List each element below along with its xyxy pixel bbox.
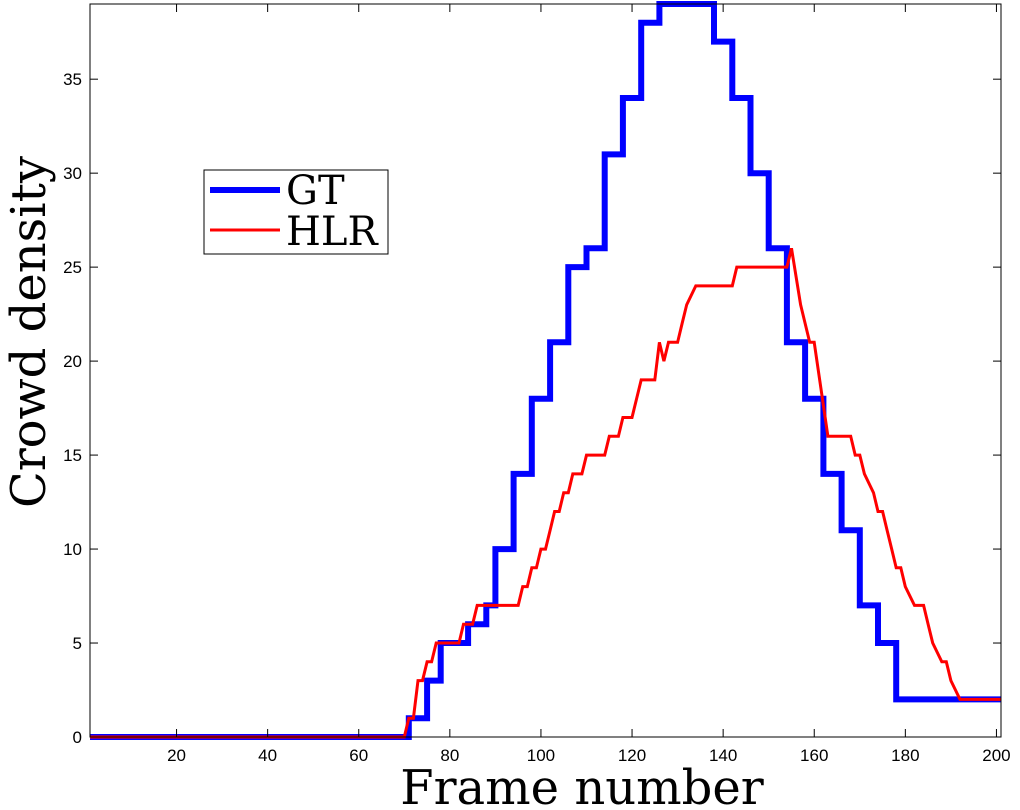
legend-box [203,169,389,255]
x-tick-label: 200 [982,746,1010,765]
x-tick-label: 80 [440,746,459,765]
y-tick-label: 30 [63,164,82,183]
y-tick-label: 25 [63,258,82,277]
y-tick-label: 15 [63,446,82,465]
y-tick-label: 20 [63,352,82,371]
y-tick-label: 0 [73,728,82,747]
y-tick-label: 10 [63,540,82,559]
series-line-hlr [90,247,1001,739]
y-tick-label: 35 [63,70,82,89]
x-tick-label: 180 [891,746,919,765]
series-line-gt [90,1,1001,740]
legend-label-hlr: HLR [286,209,379,255]
x-tick-label: 160 [800,746,828,765]
x-tick-label: 60 [349,746,368,765]
x-tick-label: 140 [709,746,737,765]
x-tick-label: 120 [618,746,646,765]
x-axis-title: Frame number [400,760,764,810]
y-tick-label: 5 [73,634,82,653]
axes-box [89,3,1002,738]
x-tick-label: 40 [258,746,277,765]
ticks [90,4,1001,738]
plot-lines [90,1,1001,740]
legend: GT HLR [203,168,389,255]
x-tick-label: 20 [167,746,186,765]
legend-label-gt: GT [286,168,345,214]
x-tick-label: 100 [527,746,555,765]
tick-labels: 20 40 60 80 100 120 140 160 180 200 0 5 10 15 20 25 30 35 [63,70,1011,765]
y-axis-title: Crowd density [1,156,57,508]
